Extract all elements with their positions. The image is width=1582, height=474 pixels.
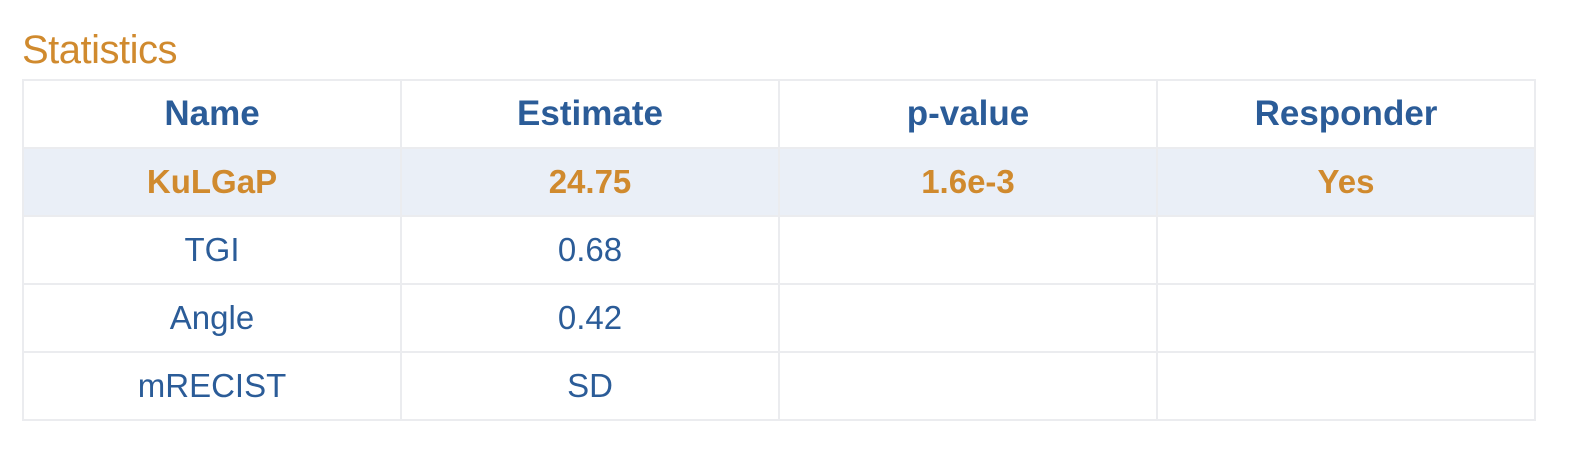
cell-estimate: SD bbox=[400, 351, 780, 421]
cell-responder bbox=[1156, 215, 1536, 285]
table-header-row: Name Estimate p-value Responder bbox=[22, 79, 1536, 149]
cell-p-value bbox=[778, 283, 1158, 353]
cell-estimate: 0.68 bbox=[400, 215, 780, 285]
table-row-mrecist: mRECIST SD bbox=[22, 351, 1536, 421]
cell-name: mRECIST bbox=[22, 351, 402, 421]
header-p-value: p-value bbox=[778, 79, 1158, 149]
cell-responder bbox=[1156, 283, 1536, 353]
cell-estimate: 0.42 bbox=[400, 283, 780, 353]
table-row-angle: Angle 0.42 bbox=[22, 283, 1536, 353]
cell-name: KuLGaP bbox=[22, 147, 402, 217]
header-estimate: Estimate bbox=[400, 79, 780, 149]
cell-p-value bbox=[778, 215, 1158, 285]
statistics-table: Name Estimate p-value Responder KuLGaP 2… bbox=[22, 79, 1536, 421]
header-responder: Responder bbox=[1156, 79, 1536, 149]
cell-responder: Yes bbox=[1156, 147, 1536, 217]
table-row-tgi: TGI 0.68 bbox=[22, 215, 1536, 285]
cell-name: TGI bbox=[22, 215, 402, 285]
cell-estimate: 24.75 bbox=[400, 147, 780, 217]
cell-responder bbox=[1156, 351, 1536, 421]
table-row-kulgap: KuLGaP 24.75 1.6e-3 Yes bbox=[22, 147, 1536, 217]
cell-p-value: 1.6e-3 bbox=[778, 147, 1158, 217]
cell-name: Angle bbox=[22, 283, 402, 353]
section-title: Statistics bbox=[22, 28, 178, 72]
cell-p-value bbox=[778, 351, 1158, 421]
header-name: Name bbox=[22, 79, 402, 149]
